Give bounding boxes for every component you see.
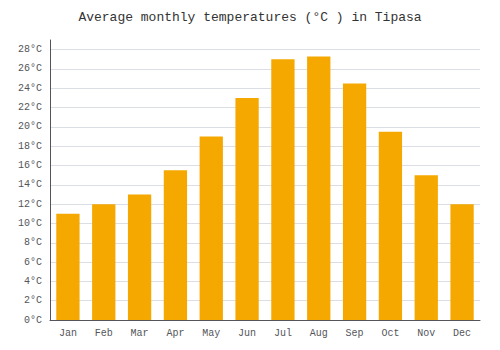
svg-text:12°C: 12°C — [18, 199, 42, 210]
svg-text:Feb: Feb — [95, 328, 113, 339]
svg-text:Jul: Jul — [274, 328, 292, 339]
svg-text:8°C: 8°C — [24, 237, 42, 248]
svg-text:24°C: 24°C — [18, 83, 42, 94]
svg-text:26°C: 26°C — [18, 63, 42, 74]
svg-text:4°C: 4°C — [24, 276, 42, 287]
svg-text:28°C: 28°C — [18, 44, 42, 55]
svg-text:6°C: 6°C — [24, 257, 42, 268]
svg-text:Sep: Sep — [346, 328, 364, 339]
svg-text:18°C: 18°C — [18, 141, 42, 152]
svg-text:Jun: Jun — [238, 328, 256, 339]
svg-text:16°C: 16°C — [18, 160, 42, 171]
svg-text:Dec: Dec — [453, 328, 471, 339]
svg-text:14°C: 14°C — [18, 179, 42, 190]
svg-text:Jan: Jan — [59, 328, 77, 339]
svg-text:2°C: 2°C — [24, 295, 42, 306]
svg-text:Mar: Mar — [131, 328, 149, 339]
svg-text:10°C: 10°C — [18, 218, 42, 229]
svg-text:Aug: Aug — [310, 328, 328, 339]
svg-text:May: May — [202, 328, 220, 339]
svg-text:Average monthly temperatures (: Average monthly temperatures (°C ) in Ti… — [78, 10, 421, 25]
svg-text:22°C: 22°C — [18, 102, 42, 113]
svg-text:Nov: Nov — [417, 328, 435, 339]
svg-text:0°C: 0°C — [24, 315, 42, 326]
svg-text:Apr: Apr — [166, 328, 184, 339]
svg-text:Oct: Oct — [381, 328, 399, 339]
svg-text:20°C: 20°C — [18, 121, 42, 132]
